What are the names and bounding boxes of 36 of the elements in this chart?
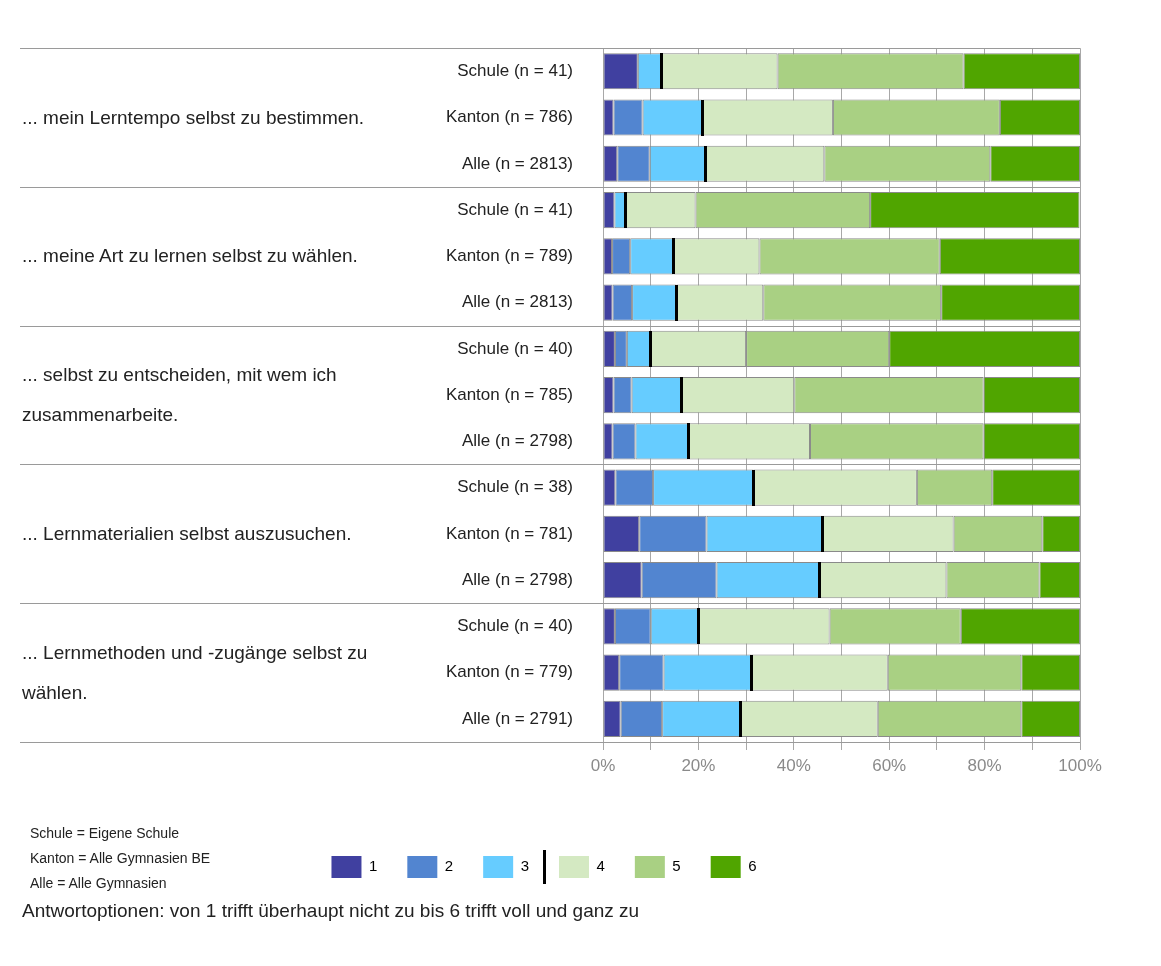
y-tick-label: Kanton (n = 779)	[445, 662, 573, 682]
text: Alle = Alle Gymnasien	[30, 874, 168, 893]
legend-label: 6	[748, 857, 757, 875]
y-tick-label: Kanton (n = 781)	[445, 523, 573, 543]
text: Antwortoptionen: von 1 trifft überhaupt nicht zu bis 6 trifft voll und ganz zu	[22, 900, 640, 922]
x-tick-label: 100%	[1058, 755, 1102, 775]
text: ... meine Art zu lernen selbst zu wählen.	[22, 244, 358, 269]
legend-label: 3	[520, 857, 529, 875]
y-tick-label: Alle (n = 2798)	[461, 569, 573, 589]
legend-label: 5	[672, 857, 681, 875]
y-tick-label: Alle (n = 2791)	[461, 708, 573, 728]
y-tick-label: Schule (n = 38)	[457, 477, 573, 497]
x-tick-label: 20%	[681, 755, 716, 775]
legend-label: 4	[596, 857, 605, 875]
y-tick-label: Kanton (n = 786)	[445, 107, 573, 127]
text: ... selbst zu entscheiden, mit wem ich zusammenarbeite.	[22, 363, 338, 428]
text: ... Lernmaterialien selbst auszusuchen.	[22, 521, 352, 546]
y-tick-label: Schule (n = 40)	[457, 616, 573, 636]
legend-label: 1	[368, 857, 378, 875]
x-tick-label: 0%	[590, 755, 616, 775]
text: Kanton = Alle Gymnasien BE	[30, 849, 211, 868]
y-tick-label: Kanton (n = 789)	[445, 246, 573, 266]
y-tick-label: Kanton (n = 785)	[445, 384, 573, 404]
y-tick-label: Schule (n = 41)	[457, 61, 573, 81]
x-tick-label: 40%	[776, 755, 811, 775]
y-tick-label: Schule (n = 40)	[457, 338, 573, 358]
text: ... Lernmethoden und -zugänge selbst zu wählen.	[22, 640, 369, 705]
legend-label: 2	[444, 857, 454, 875]
y-tick-label: Alle (n = 2813)	[461, 292, 573, 312]
x-tick-label: 60%	[872, 755, 907, 775]
y-tick-label: Schule (n = 41)	[457, 199, 573, 219]
text: Schule = Eigene Schule	[30, 824, 181, 843]
y-tick-label: Alle (n = 2813)	[461, 153, 573, 173]
y-tick-label: Alle (n = 2798)	[461, 431, 573, 451]
x-tick-label: 80%	[967, 755, 1002, 775]
text: ... mein Lerntempo selbst zu bestimmen.	[22, 105, 365, 130]
